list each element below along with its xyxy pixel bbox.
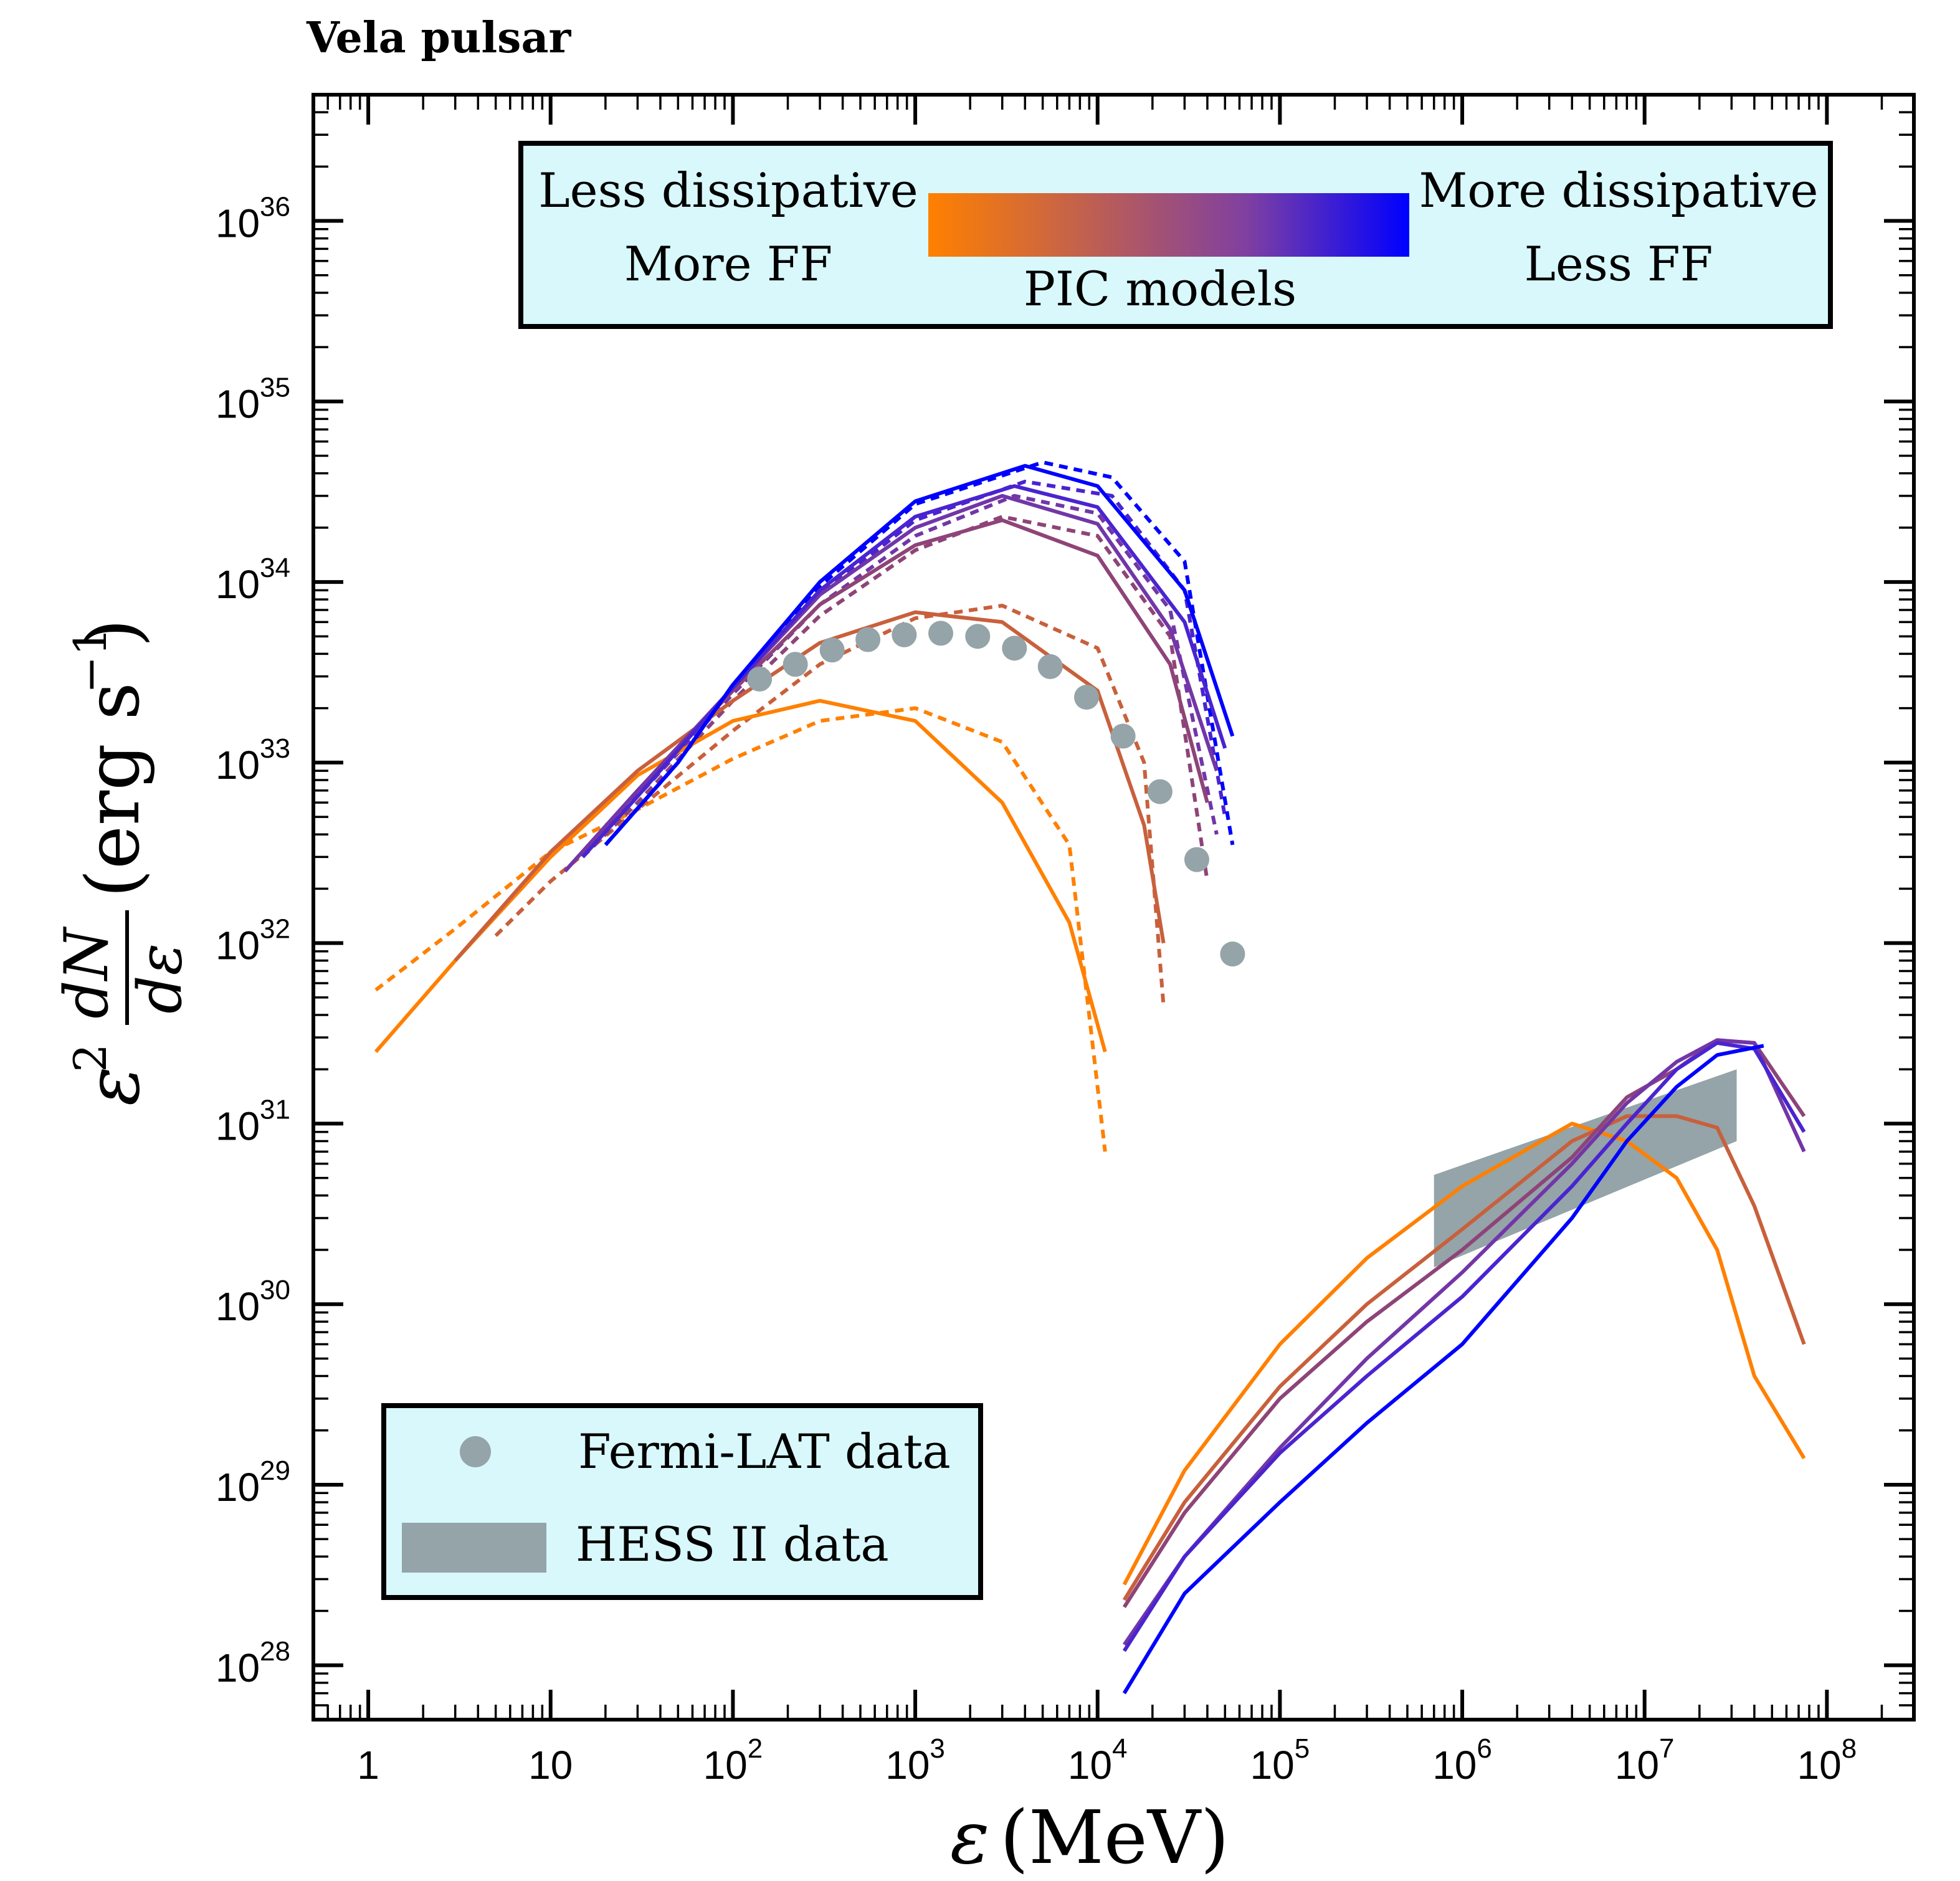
y-tick-label: 1029 <box>216 1455 290 1510</box>
x-tick-label: 107 <box>1615 1733 1675 1788</box>
y-axis-label-dn: dN <box>52 926 121 1019</box>
y-axis-label-de: dε <box>125 943 195 1014</box>
y-axis-label-unit: (erg s <box>70 682 156 898</box>
y-tick-label: 1028 <box>216 1636 290 1690</box>
axes: 1 10 102 103 104 105 106 107 108 1028 1029 1030 1031… <box>216 93 1916 1788</box>
y-tick-label: 1030 <box>216 1275 290 1329</box>
fermi-lat-point <box>1110 723 1136 749</box>
y-tick-label: 1033 <box>216 733 290 788</box>
less-dissipative-label: Less dissipative <box>538 163 918 218</box>
x-tick-label: 102 <box>703 1733 763 1788</box>
y-axis-label-epsilon: ε <box>70 1067 156 1106</box>
x-tick-label: 1 <box>357 1743 379 1788</box>
chart-title: Vela pulsar <box>306 13 572 63</box>
gev-dashed-model-curve-3 <box>581 515 1209 882</box>
fermi-lat-legend-marker <box>460 1436 491 1467</box>
gev-solid-model-curve-5 <box>581 484 1227 859</box>
x-axis-label-epsilon: ε <box>950 1794 989 1880</box>
gev-solid-model-curve-6 <box>604 464 1235 846</box>
colorbar-legend: Less dissipative More FF More dissipativ… <box>518 141 1833 329</box>
x-tick-label: 10 <box>528 1743 573 1788</box>
pic-gradient-bar <box>928 193 1409 257</box>
x-axis-label: ε (MeV) <box>950 1794 1229 1880</box>
gev-dashed-model-curve-6 <box>604 460 1235 846</box>
fermi-lat-point <box>1220 941 1245 967</box>
y-axis-label-minus-one: −1 <box>64 627 117 693</box>
fermi-lat-point <box>1074 685 1100 710</box>
fermi-lat-point <box>1147 779 1173 804</box>
tev-model-curve-5 <box>1122 1041 1806 1652</box>
y-tick-label: 1034 <box>216 553 290 607</box>
fermi-lat-point <box>928 621 954 646</box>
data-layer <box>374 460 1806 1695</box>
fermi-lat-point <box>783 652 808 677</box>
hess-legend-marker <box>402 1523 546 1573</box>
x-tick-label: 106 <box>1432 1733 1492 1788</box>
tev-model-curve-2 <box>1122 1114 1806 1601</box>
x-axis-label-unit: (MeV) <box>1000 1794 1229 1880</box>
gev-dashed-model-curve-2 <box>494 604 1166 1006</box>
x-tick-label: 103 <box>885 1733 945 1788</box>
x-tick-label: 108 <box>1797 1733 1857 1788</box>
more-dissipative-label: More dissipative <box>1419 163 1818 218</box>
x-tick-label: 105 <box>1250 1733 1310 1788</box>
fermi-lat-point <box>855 627 881 652</box>
tev-model-curve-1 <box>1122 1121 1806 1586</box>
tev-model-curve-6 <box>1122 1044 1764 1695</box>
fermi-lat-point <box>965 624 991 649</box>
fermi-lat-point <box>747 666 773 692</box>
y-tick-label: 1032 <box>216 914 290 968</box>
fermi-lat-point <box>892 622 917 647</box>
y-tick-label: 1036 <box>216 192 290 246</box>
gev-solid-model-curve-3 <box>563 518 1209 873</box>
gev-solid-model-curve-4 <box>563 493 1219 873</box>
fermi-lat-point <box>1037 654 1063 679</box>
less-ff-label: Less FF <box>1524 236 1713 292</box>
fermi-lat-point <box>1184 847 1209 872</box>
tev-model-curve-4 <box>1123 1038 1806 1646</box>
hess-legend-label: HESS II data <box>576 1517 889 1572</box>
pic-models-label: PIC models <box>1024 261 1296 317</box>
x-tick-label: 104 <box>1068 1733 1128 1788</box>
gev-dashed-model-curve-4 <box>581 493 1219 859</box>
y-axis-label-close: ) <box>70 619 156 647</box>
y-axis-label: ε 2 dN dε (erg s −1 ) <box>52 619 195 1106</box>
fermi-lat-point <box>1002 636 1027 661</box>
y-tick-label: 1031 <box>216 1094 290 1148</box>
plot-frame <box>312 93 1916 1721</box>
fermi-lat-point <box>819 637 845 663</box>
more-ff-label: More FF <box>624 236 833 292</box>
fermi-lat-legend-label: Fermi-LAT data <box>578 1424 951 1479</box>
y-axis-label-square: 2 <box>64 1044 117 1072</box>
y-tick-label: 1035 <box>216 372 290 426</box>
data-legend: Fermi-LAT data HESS II data <box>381 1403 983 1600</box>
